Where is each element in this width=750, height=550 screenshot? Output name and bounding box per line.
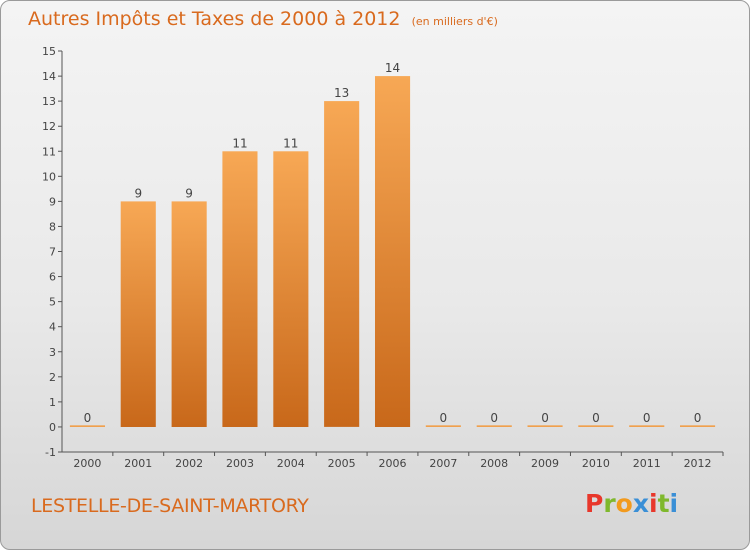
y-tick-label: 9	[49, 195, 56, 208]
y-tick-label: 8	[49, 220, 56, 233]
y-tick-label: 15	[42, 45, 56, 58]
x-tick-label: 2011	[633, 457, 661, 470]
y-tick-label: 2	[49, 371, 56, 384]
y-tick-label: 12	[42, 120, 56, 133]
x-tick-label: 2001	[124, 457, 152, 470]
data-label: 0	[490, 411, 498, 425]
bar-2001	[120, 201, 156, 427]
bar-2011	[629, 425, 665, 427]
data-labels: 0 9 9 11 11 13 14 0 0 0 0 0 0	[84, 61, 702, 425]
x-tick-label: 2010	[582, 457, 610, 470]
bar-2000	[69, 425, 105, 427]
bar-2005	[324, 101, 360, 427]
y-tick-label: 7	[49, 246, 56, 259]
x-tick-label: 2003	[226, 457, 254, 470]
y-tick-label: 1	[49, 396, 56, 409]
y-tick-label: 3	[49, 346, 56, 359]
data-label: 0	[643, 411, 651, 425]
logo-letter: x	[632, 489, 649, 518]
x-tick-label: 2002	[175, 457, 203, 470]
data-label: 11	[283, 136, 298, 150]
data-label: 0	[440, 411, 448, 425]
bar-2012	[680, 425, 716, 427]
data-label: 0	[592, 411, 600, 425]
data-label: 9	[134, 186, 142, 200]
bar-2009	[527, 425, 563, 427]
x-tick-label: 2009	[531, 457, 559, 470]
bar-2007	[425, 425, 461, 427]
y-tick-label: 14	[42, 70, 56, 83]
logo-letter: i	[649, 489, 658, 518]
data-label: 0	[84, 411, 92, 425]
data-label: 9	[185, 186, 193, 200]
y-tick-label: 5	[49, 296, 56, 309]
logo-letter: i	[669, 489, 679, 518]
x-tick-label: 2006	[379, 457, 407, 470]
title-block: Autres Impôts et Taxes de 2000 à 2012 (e…	[28, 8, 498, 30]
logo-letter: r	[603, 489, 616, 518]
logo-letter: o	[615, 489, 633, 518]
data-label: 13	[334, 86, 349, 100]
bar-2002	[171, 201, 207, 427]
y-tick-label: 6	[49, 271, 56, 284]
bar-2008	[476, 425, 512, 427]
y-tick-label: 11	[42, 145, 56, 158]
x-tick-label: 2004	[277, 457, 305, 470]
y-tick-label: 4	[49, 321, 56, 334]
data-label: 0	[541, 411, 549, 425]
y-tick-label: 0	[49, 421, 56, 434]
bar-2003	[222, 151, 258, 428]
logo-letter: t	[657, 489, 670, 518]
y-tick-label: 10	[42, 170, 56, 183]
x-tick-label: 2007	[429, 457, 457, 470]
logo-letter: P	[585, 489, 604, 518]
proxiti-logo: Proxiti	[585, 489, 678, 518]
x-tick-label: 2005	[328, 457, 356, 470]
bar-2004	[273, 151, 309, 428]
x-tick-label: 2012	[684, 457, 712, 470]
bar-2010	[578, 425, 614, 427]
commune-name: LESTELLE-DE-SAINT-MARTORY	[31, 495, 309, 517]
x-tick-label: 2008	[480, 457, 508, 470]
bars	[69, 76, 716, 428]
data-label: 14	[385, 61, 400, 75]
bar-2006	[375, 76, 411, 427]
chart-subtitle: (en milliers d'€)	[411, 15, 498, 28]
data-label: 11	[232, 136, 247, 150]
y-tick-label: -1	[45, 446, 56, 459]
chart-title: Autres Impôts et Taxes de 2000 à 2012	[28, 8, 401, 30]
x-tick-label: 2000	[73, 457, 101, 470]
y-tick-label: 13	[42, 95, 56, 108]
data-label: 0	[694, 411, 702, 425]
